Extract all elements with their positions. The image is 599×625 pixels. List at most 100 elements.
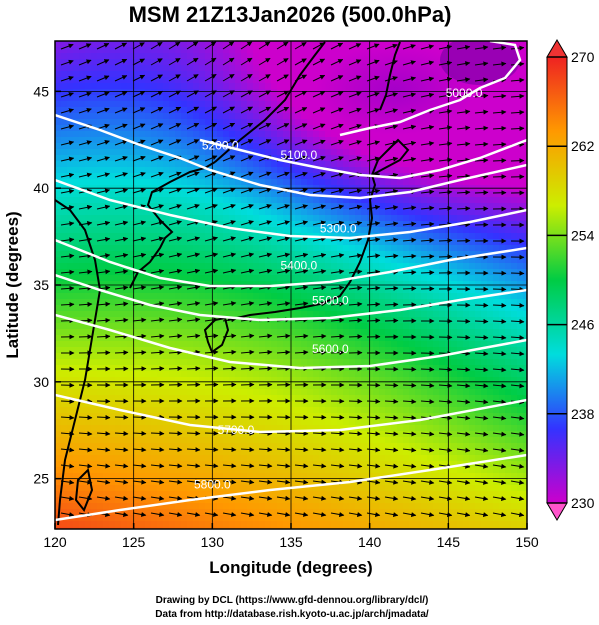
heatmap-cell (337, 209, 344, 216)
heatmap-cell (493, 143, 500, 150)
heatmap-cell (277, 53, 284, 60)
heatmap-cell (313, 347, 320, 354)
heatmap-cell (517, 305, 524, 312)
heatmap-cell (163, 47, 170, 54)
heatmap-cell (415, 203, 422, 210)
heatmap-cell (295, 179, 302, 186)
heatmap-cell (505, 347, 512, 354)
heatmap-cell (511, 101, 518, 108)
heatmap-cell (301, 329, 308, 336)
heatmap-cell (451, 347, 458, 354)
heatmap-cell (397, 329, 404, 336)
heatmap-cell (85, 257, 92, 264)
heatmap-cell (127, 47, 134, 54)
heatmap-cell (145, 317, 152, 324)
heatmap-cell (139, 323, 146, 330)
heatmap-cell (415, 401, 422, 408)
heatmap-cell (511, 269, 518, 276)
heatmap-cell (145, 41, 152, 48)
heatmap-cell (151, 299, 158, 306)
heatmap-cell (337, 395, 344, 402)
heatmap-cell (301, 41, 308, 48)
heatmap-cell (193, 65, 200, 72)
heatmap-cell (193, 143, 200, 150)
heatmap-cell (343, 173, 350, 180)
heatmap-cell (97, 263, 104, 270)
heatmap-cell (91, 197, 98, 204)
heatmap-cell (109, 413, 116, 420)
heatmap-cell (85, 401, 92, 408)
heatmap-cell (481, 371, 488, 378)
heatmap-cell (289, 89, 296, 96)
heatmap-cell (259, 407, 266, 414)
heatmap-cell (451, 329, 458, 336)
heatmap-cell (427, 323, 434, 330)
heatmap-cell (319, 305, 326, 312)
heatmap-cell (151, 179, 158, 186)
heatmap-cell (379, 353, 386, 360)
heatmap-cell (481, 245, 488, 252)
heatmap-cell (235, 263, 242, 270)
heatmap-cell (343, 167, 350, 174)
heatmap-cell (115, 167, 122, 174)
heatmap-cell (469, 311, 476, 318)
heatmap-cell (487, 227, 494, 234)
heatmap-cell (283, 311, 290, 318)
heatmap-cell (139, 227, 146, 234)
heatmap-cell (205, 125, 212, 132)
heatmap-cell (355, 245, 362, 252)
heatmap-cell (475, 221, 482, 228)
heatmap-cell (517, 263, 524, 270)
heatmap-cell (139, 359, 146, 366)
heatmap-cell (91, 107, 98, 114)
heatmap-cell (493, 299, 500, 306)
heatmap-cell (289, 113, 296, 120)
heatmap-cell (175, 179, 182, 186)
heatmap-cell (325, 293, 332, 300)
heatmap-cell (385, 377, 392, 384)
heatmap-cell (271, 83, 278, 90)
heatmap-cell (55, 293, 62, 300)
heatmap-cell (187, 275, 194, 282)
heatmap-cell (61, 149, 68, 156)
heatmap-cell (433, 317, 440, 324)
heatmap-cell (397, 173, 404, 180)
heatmap-cell (61, 245, 68, 252)
heatmap-cell (343, 47, 350, 54)
heatmap-cell (469, 143, 476, 150)
heatmap-cell (505, 119, 512, 126)
heatmap-cell (91, 251, 98, 258)
heatmap-cell (307, 257, 314, 264)
heatmap-cell (511, 203, 518, 210)
heatmap-cell (301, 407, 308, 414)
heatmap-cell (421, 365, 428, 372)
heatmap-cell (67, 173, 74, 180)
heatmap-cell (403, 407, 410, 414)
heatmap-cell (217, 95, 224, 102)
heatmap-cell (223, 59, 230, 66)
heatmap-cell (295, 191, 302, 198)
heatmap-cell (163, 179, 170, 186)
heatmap-cell (283, 383, 290, 390)
heatmap-cell (277, 395, 284, 402)
heatmap-cell (391, 353, 398, 360)
heatmap-cell (271, 53, 278, 60)
heatmap-cell (133, 119, 140, 126)
heatmap-cell (313, 95, 320, 102)
heatmap-cell (499, 161, 506, 168)
heatmap-cell (517, 251, 524, 258)
heatmap-cell (409, 275, 416, 282)
heatmap-cell (229, 215, 236, 222)
heatmap-cell (91, 215, 98, 222)
heatmap-cell (217, 329, 224, 336)
heatmap-cell (439, 365, 446, 372)
heatmap-cell (61, 83, 68, 90)
heatmap-cell (289, 215, 296, 222)
heatmap-cell (487, 305, 494, 312)
heatmap-cell (409, 143, 416, 150)
heatmap-cell (487, 155, 494, 162)
heatmap-cell (103, 419, 110, 426)
heatmap-cell (253, 53, 260, 60)
heatmap-cell (313, 359, 320, 366)
heatmap-cell (205, 155, 212, 162)
